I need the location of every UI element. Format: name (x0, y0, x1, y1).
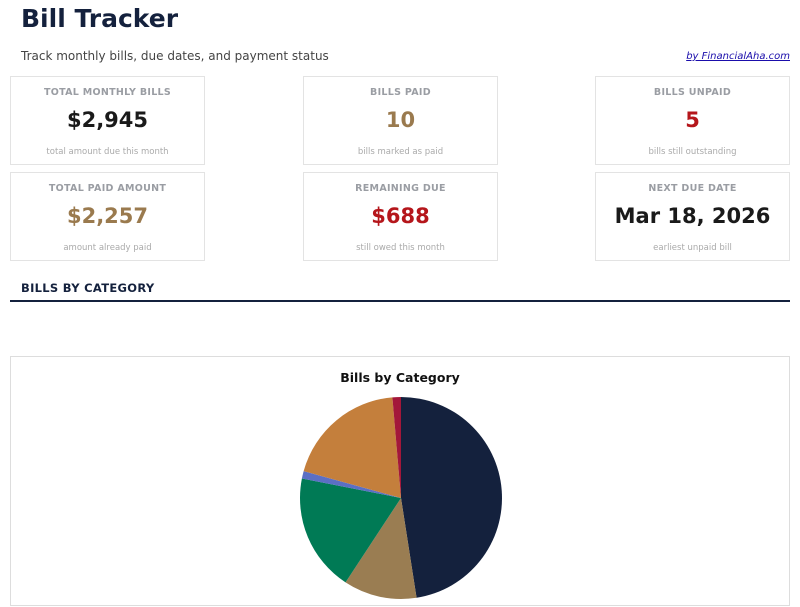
stat-value: 5 (685, 108, 700, 132)
stat-label: NEXT DUE DATE (648, 183, 737, 194)
section-divider (10, 300, 790, 302)
stat-note: earliest unpaid bill (653, 243, 732, 253)
stat-value: 10 (385, 108, 416, 132)
stat-note: still owed this month (356, 243, 445, 253)
stat-note: bills still outstanding (648, 147, 737, 157)
pie-slice (301, 471, 401, 498)
stat-card: BILLS UNPAID 5 bills still outstanding (595, 76, 790, 165)
stat-card: TOTAL MONTHLY BILLS $2,945 total amount … (10, 76, 205, 165)
section-title: BILLS BY CATEGORY (21, 281, 155, 295)
stat-note: bills marked as paid (357, 147, 444, 157)
stat-value: Mar 18, 2026 (614, 204, 771, 228)
page-subtitle: Track monthly bills, due dates, and paym… (21, 49, 329, 63)
stat-label: BILLS UNPAID (653, 87, 732, 98)
stat-note: total amount due this month (46, 147, 169, 157)
chart-container: Bills by Category (10, 356, 790, 606)
stat-card: TOTAL PAID AMOUNT $2,257 amount already … (10, 172, 205, 261)
pie-slice (392, 397, 401, 498)
chart-title: Bills by Category (340, 370, 460, 385)
pie-slice (401, 397, 502, 598)
stat-label: REMAINING DUE (355, 183, 446, 194)
pie-chart (300, 397, 502, 599)
pie-slice (345, 498, 417, 599)
stat-label: TOTAL PAID AMOUNT (48, 183, 167, 194)
stat-label: BILLS PAID (370, 87, 431, 98)
stat-label: TOTAL MONTHLY BILLS (43, 87, 172, 98)
stat-note: amount already paid (63, 243, 152, 253)
pie-slice (303, 397, 401, 498)
stat-card: REMAINING DUE $688 still owed this month (303, 172, 498, 261)
stat-card: BILLS PAID 10 bills marked as paid (303, 76, 498, 165)
credit-link[interactable]: by FinancialAha.com (686, 51, 790, 62)
stat-value: $2,945 (66, 108, 149, 132)
page-title: Bill Tracker (21, 4, 179, 33)
pie-slice (300, 478, 401, 583)
stat-value: $688 (371, 204, 430, 228)
stat-card: NEXT DUE DATE Mar 18, 2026 earliest unpa… (595, 172, 790, 261)
stat-value: $2,257 (66, 204, 149, 228)
